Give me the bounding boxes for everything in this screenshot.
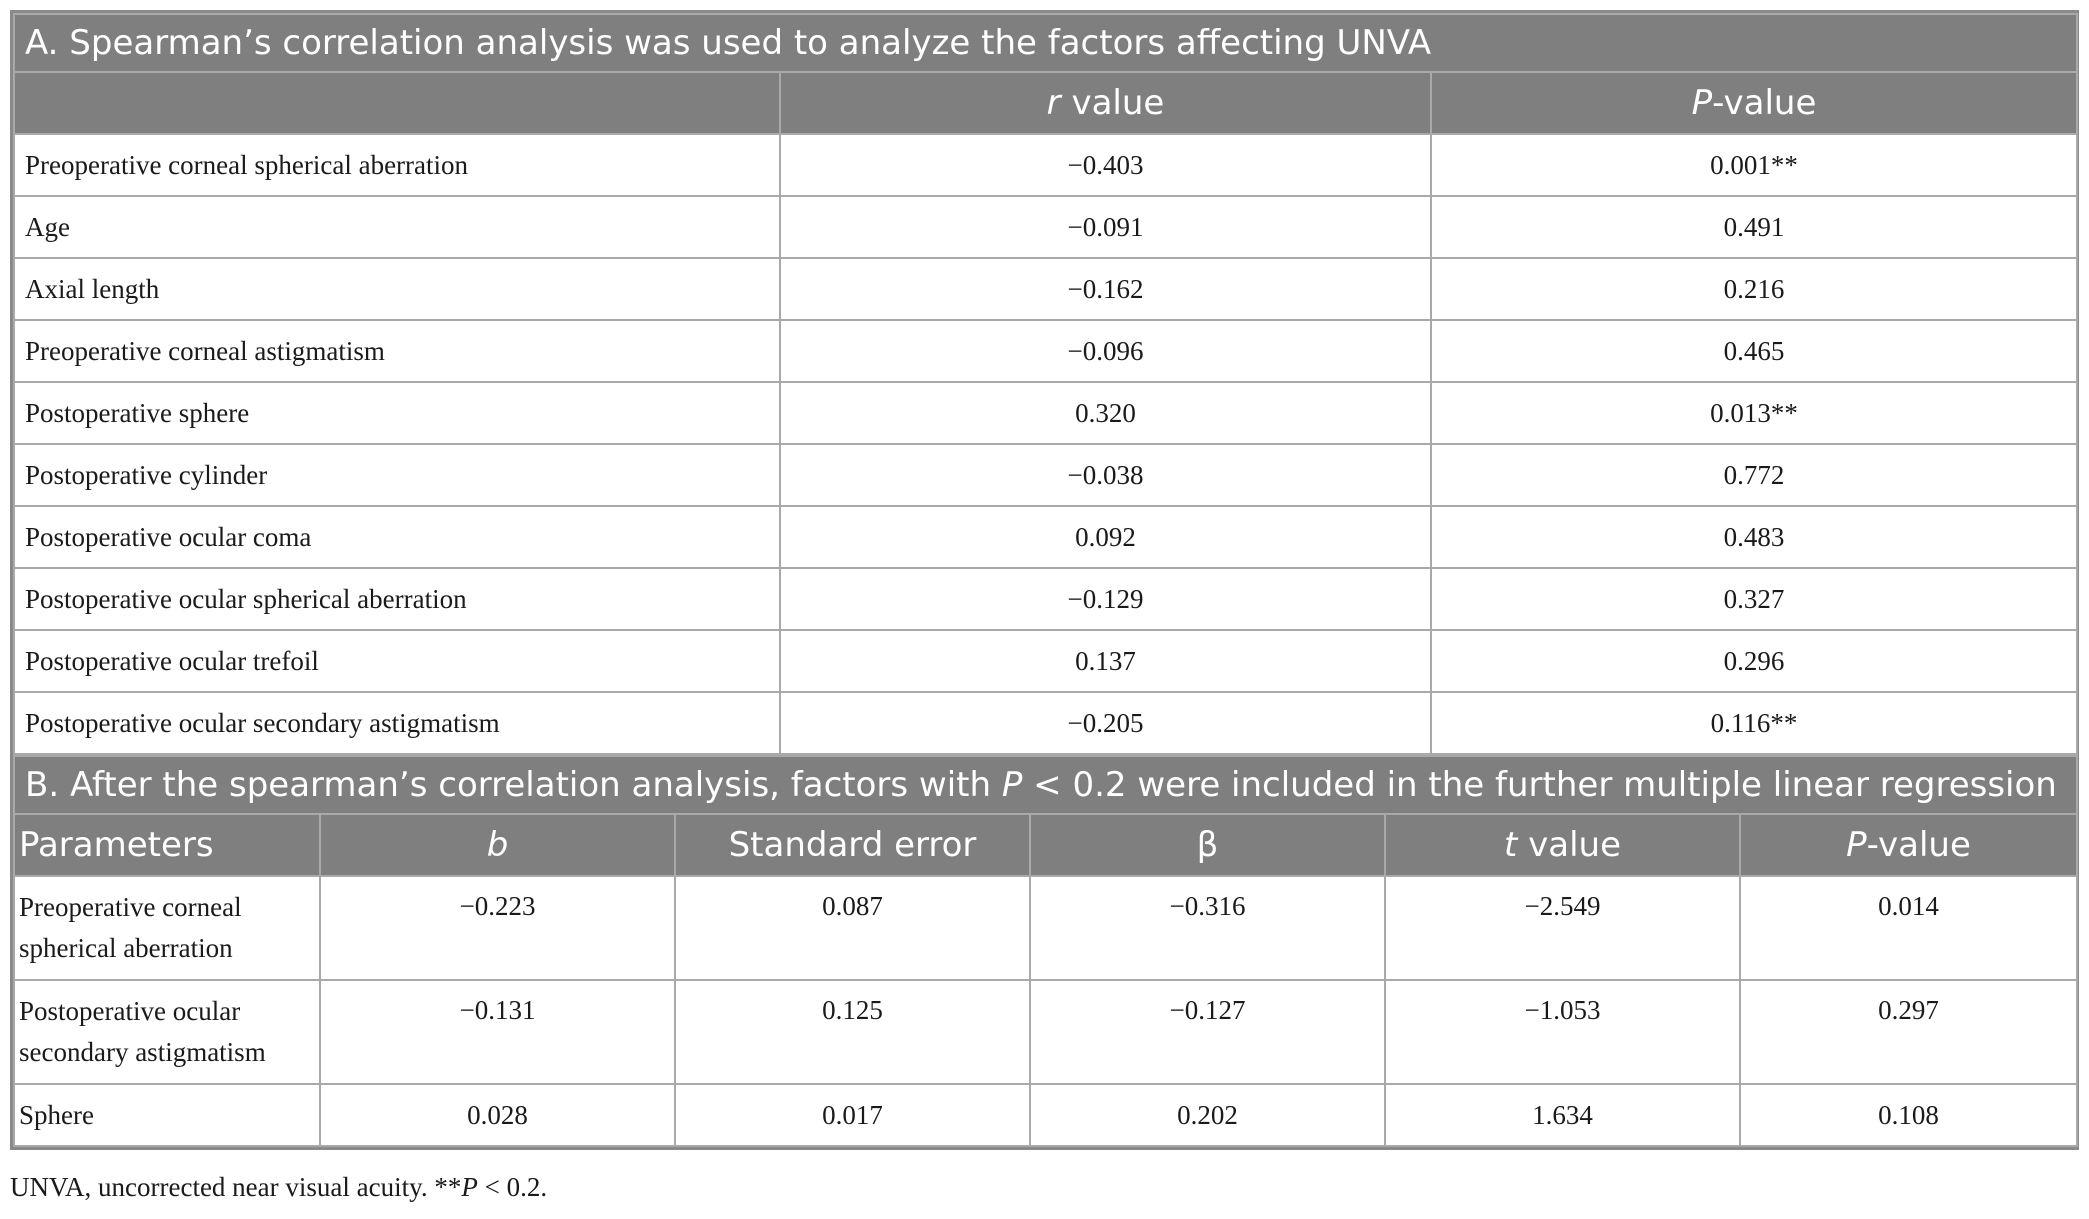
header-p-rest: -value [1712, 83, 1817, 123]
parameter-cell: Preoperative corneal spherical aberration [13, 875, 321, 981]
section-b-title-italic: P [1001, 765, 1023, 805]
r-value-cell: −0.096 [779, 319, 1432, 383]
header-beta: β [1029, 813, 1386, 877]
parameter-cell: Postoperative ocular coma [13, 505, 781, 569]
p-value-cell: 0.465 [1430, 319, 2078, 383]
table-row: Postoperative ocular secondary astigmati… [13, 691, 2078, 755]
p-value-cell: 0.001** [1430, 133, 2078, 197]
footnote-pre: UNVA, uncorrected near visual acuity. ** [10, 1172, 462, 1202]
p-value-cell: 0.116** [1430, 691, 2078, 755]
header-b-p-value: P-value [1738, 813, 2079, 877]
footnote-post: < 0.2. [477, 1172, 548, 1202]
spearman-correlation-table: A. Spearman’s correlation analysis was u… [13, 13, 2078, 755]
header-r-value: r value [779, 71, 1432, 135]
b-cell: −0.223 [319, 875, 676, 981]
r-value-cell: −0.205 [779, 691, 1432, 755]
p-value-cell: 0.013** [1430, 381, 2078, 445]
results-table-frame: A. Spearman’s correlation analysis was u… [10, 10, 2079, 1150]
p-value-cell: 0.296 [1430, 629, 2078, 693]
p-value-cell: 0.216 [1430, 257, 2078, 321]
table-footnote: UNVA, uncorrected near visual acuity. **… [10, 1172, 547, 1203]
r-value-cell: −0.038 [779, 443, 1432, 507]
table-row: Postoperative sphere 0.320 0.013** [13, 381, 2078, 445]
p-value-cell: 0.491 [1430, 195, 2078, 259]
r-value-cell: 0.092 [779, 505, 1432, 569]
header-parameter-blank [13, 71, 781, 135]
r-value-cell: −0.091 [779, 195, 1432, 259]
p-value-cell: 0.772 [1430, 443, 2078, 507]
b-cell: −0.131 [319, 979, 676, 1085]
p-value-cell: 0.014 [1738, 875, 2079, 981]
table-row: Age −0.091 0.491 [13, 195, 2078, 259]
parameter-line-2: spherical aberration [19, 933, 233, 963]
r-value-cell: −0.162 [779, 257, 1432, 321]
parameter-cell: Age [13, 195, 781, 259]
beta-cell: −0.316 [1029, 875, 1386, 981]
header-p-value: P-value [1430, 71, 2078, 135]
t-value-cell: −1.053 [1384, 979, 1741, 1085]
header-p-italic: P [1691, 83, 1713, 123]
t-value-cell: 1.634 [1384, 1083, 1741, 1147]
header-t-rest: value [1517, 825, 1622, 865]
header-r-italic: r [1046, 83, 1061, 123]
header-t-italic: t [1503, 825, 1518, 865]
table-row: Postoperative cylinder −0.038 0.772 [13, 443, 2078, 507]
table-row: Preoperative corneal spherical aberration… [13, 875, 2079, 981]
r-value-cell: −0.403 [779, 133, 1432, 197]
r-value-cell: 0.137 [779, 629, 1432, 693]
header-parameters: Parameters [13, 813, 321, 877]
table-row: Preoperative corneal spherical aberratio… [13, 133, 2078, 197]
section-b-title-post: < 0.2 were included in the further multi… [1022, 765, 2057, 805]
table-row: Axial length −0.162 0.216 [13, 257, 2078, 321]
standard-error-cell: 0.017 [674, 1083, 1031, 1147]
r-value-cell: −0.129 [779, 567, 1432, 631]
parameter-cell: Sphere [13, 1083, 321, 1147]
b-cell: 0.028 [319, 1083, 676, 1147]
parameter-cell: Postoperative cylinder [13, 443, 781, 507]
header-standard-error: Standard error [674, 813, 1031, 877]
beta-cell: −0.127 [1029, 979, 1386, 1085]
t-value-cell: −2.549 [1384, 875, 1741, 981]
r-value-cell: 0.320 [779, 381, 1432, 445]
section-b-title: B. After the spearman’s correlation anal… [12, 755, 2079, 815]
p-value-cell: 0.108 [1738, 1083, 2079, 1147]
parameter-line-1: Postoperative ocular [19, 996, 241, 1026]
header-b-p-italic: P [1846, 825, 1867, 865]
table-row: Preoperative corneal astigmatism −0.096 0.… [13, 319, 2078, 383]
parameter-cell: Preoperative corneal spherical aberratio… [13, 133, 781, 197]
p-value-cell: 0.483 [1430, 505, 2078, 569]
table-row: Postoperative ocular secondary astigmatis… [13, 979, 2079, 1085]
parameter-line-2: secondary astigmatism [19, 1037, 266, 1067]
header-b-p-rest: -value [1866, 825, 1971, 865]
parameter-cell: Preoperative corneal astigmatism [13, 319, 781, 383]
header-r-rest: value [1060, 83, 1165, 123]
table-row: Postoperative ocular spherical aberratio… [13, 567, 2078, 631]
parameter-cell: Postoperative ocular spherical aberratio… [13, 567, 781, 631]
parameter-cell: Postoperative sphere [13, 381, 781, 445]
parameter-line-1: Preoperative corneal [19, 892, 242, 922]
footnote-italic: P [461, 1172, 478, 1202]
parameter-line-1: Sphere [19, 1099, 94, 1130]
table-row: Sphere 0.028 0.017 0.202 1.634 0.108 [13, 1083, 2079, 1147]
parameter-cell: Postoperative ocular trefoil [13, 629, 781, 693]
header-b: b [319, 813, 676, 877]
header-t-value: t value [1384, 813, 1741, 877]
table-row: Postoperative ocular coma 0.092 0.483 [13, 505, 2078, 569]
parameter-cell: Axial length [13, 257, 781, 321]
p-value-cell: 0.327 [1430, 567, 2078, 631]
beta-cell: 0.202 [1029, 1083, 1386, 1147]
table-row: Postoperative ocular trefoil 0.137 0.296 [13, 629, 2078, 693]
parameter-cell: Postoperative ocular secondary astigmati… [13, 691, 781, 755]
p-value-cell: 0.297 [1738, 979, 2079, 1085]
standard-error-cell: 0.087 [674, 875, 1031, 981]
regression-table: B. After the spearman’s correlation anal… [12, 755, 2079, 1147]
standard-error-cell: 0.125 [674, 979, 1031, 1085]
section-a-title: A. Spearman’s correlation analysis was u… [13, 13, 2078, 73]
parameter-cell: Postoperative ocular secondary astigmatis… [13, 979, 321, 1085]
section-b-title-pre: B. After the spearman’s correlation anal… [25, 765, 1002, 805]
